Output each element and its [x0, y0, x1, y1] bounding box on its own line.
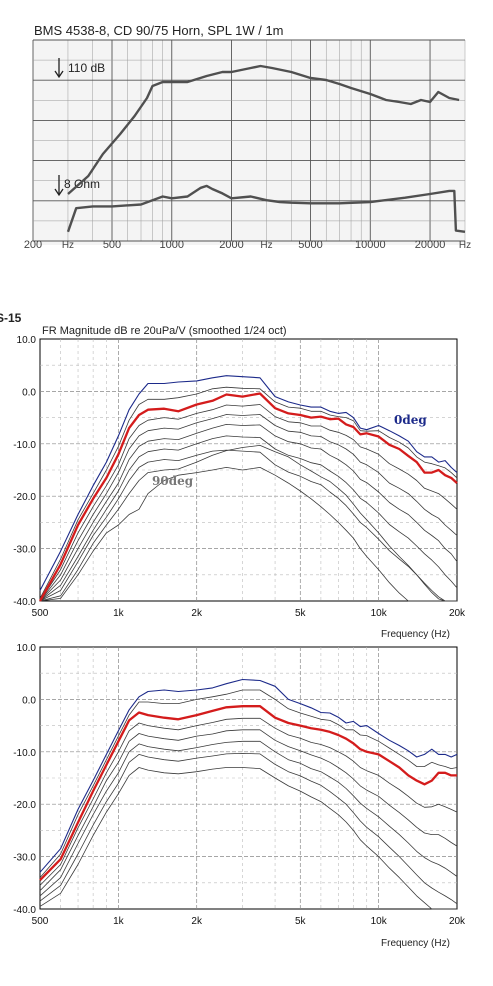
middle-x-tick-label: 1k: [113, 608, 125, 619]
bottom-series-line: [39, 753, 458, 905]
bottom-chart-series: [39, 678, 458, 910]
middle-chart-series: [38, 375, 458, 602]
top-chart-grid: [32, 39, 466, 242]
bottom-y-tick-label: -20.0: [13, 800, 36, 811]
bottom-series-line: [39, 767, 457, 910]
middle-chart: S-15 FR Magnitude dB re 20uPa/V (smoothe…: [0, 311, 466, 640]
bottom-x-tick-label: 5k: [295, 916, 307, 927]
bottom-series-line: [39, 729, 458, 891]
top-chart: BMS 4538-8, CD 90/75 Horn, SPL 1W / 1m 2…: [24, 23, 471, 251]
impedance-curve: [66, 184, 466, 233]
top-chart-annotation-8ohm: 8 Ohm: [64, 177, 100, 191]
top-x-tick-label: 500: [103, 239, 121, 251]
spl-curve: [67, 64, 460, 195]
top-chart-title: BMS 4538-8, CD 90/75 Horn, SPL 1W / 1m: [34, 23, 284, 38]
top-x-tick-label: 5000: [298, 239, 322, 251]
middle-y-tick-label: -10.0: [13, 440, 36, 451]
top-chart-annotation-110db: 110 dB: [68, 61, 105, 75]
top-x-tick-label: 10000: [355, 239, 386, 251]
legend-90deg-label: 90deg: [152, 474, 194, 488]
middle-y-tick-label: -30.0: [13, 545, 36, 556]
legend-0deg-label: 0deg: [394, 413, 427, 427]
middle-y-tick-label: -40.0: [13, 597, 36, 608]
middle-x-tick-label: 2k: [191, 608, 203, 619]
top-chart-x-ticks: 200 Hz 500 1000 2000 Hz 5000 10000 20000 Hz: [24, 239, 471, 251]
middle-x-tick-label: 500: [32, 608, 49, 619]
middle-series-line: [39, 404, 458, 602]
bottom-series-line: [39, 705, 457, 882]
middle-y-tick-label: -20.0: [13, 492, 36, 503]
bottom-y-tick-label: -10.0: [13, 748, 36, 759]
middle-x-tick-label: 20k: [449, 608, 466, 619]
bottom-y-tick-label: 0.0: [22, 695, 36, 706]
middle-series-line: [39, 375, 458, 591]
top-x-tick-label: Hz: [62, 240, 74, 251]
middle-series-line: [39, 467, 457, 602]
middle-series-line: [39, 414, 458, 602]
bottom-y-tick-label: -40.0: [13, 905, 36, 916]
top-chart-paper: [33, 40, 465, 245]
top-chart-series: [66, 64, 466, 233]
bottom-x-axis-label: Frequency (Hz): [381, 938, 450, 949]
bottom-series-line: [39, 678, 458, 873]
bottom-x-tick-label: 500: [32, 916, 49, 927]
bottom-x-tick-label: 20k: [449, 916, 466, 927]
top-x-tick-label: 2000: [219, 239, 243, 251]
top-x-tick-label: 200: [24, 239, 42, 251]
middle-x-axis-label: Frequency (Hz): [381, 629, 450, 640]
middle-series-line: [38, 392, 458, 602]
bottom-plot-area: [39, 646, 458, 910]
bottom-x-tick-label: 1k: [113, 916, 125, 927]
bottom-series-line: [39, 689, 458, 878]
top-x-tick-label: 20000: [415, 239, 446, 251]
middle-series-line: [39, 449, 457, 602]
middle-y-tick-label: 10.0: [17, 335, 37, 346]
bottom-series-line: [39, 717, 458, 886]
bottom-series-line: [39, 740, 458, 897]
middle-series-line: [39, 435, 458, 602]
top-x-tick-label: 1000: [160, 239, 184, 251]
middle-x-tick-label: 5k: [295, 608, 307, 619]
middle-chart-title: FR Magnitude dB re 20uPa/V (smoothed 1/2…: [42, 325, 287, 337]
middle-x-tick-label: 10k: [371, 608, 388, 619]
top-x-tick-label: Hz: [459, 240, 471, 251]
bottom-y-tick-label: 10.0: [17, 643, 37, 654]
arrow-110db-icon: [54, 58, 64, 79]
middle-series-line: [39, 386, 458, 599]
middle-y-tick-label: 0.0: [22, 387, 36, 398]
arrow-8ohm-icon: [54, 175, 64, 197]
bottom-x-tick-label: 2k: [191, 916, 203, 927]
bottom-y-tick-label: -30.0: [13, 853, 36, 864]
bottom-x-tick-label: 10k: [371, 916, 388, 927]
top-x-tick-label: Hz: [260, 240, 272, 251]
middle-series-line: [39, 424, 458, 602]
middle-panel-label: S-15: [0, 311, 22, 325]
